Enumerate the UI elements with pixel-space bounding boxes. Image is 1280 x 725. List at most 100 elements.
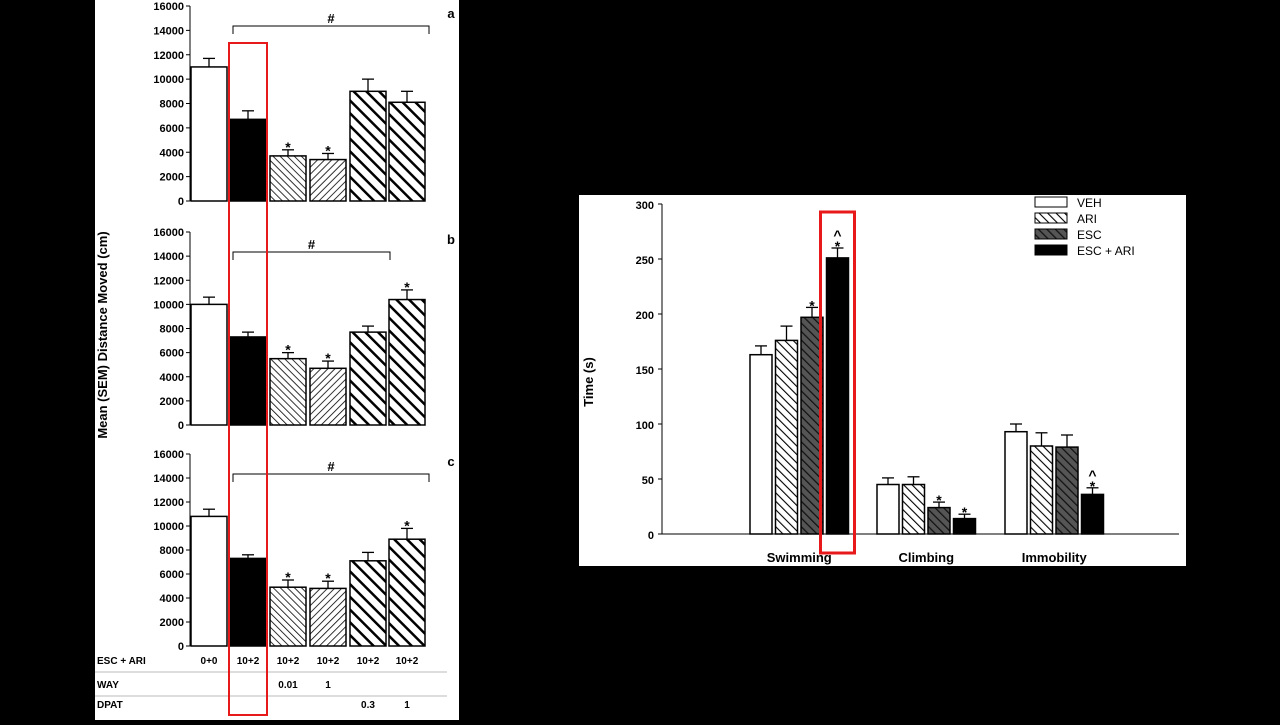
table-cell: 1 [404,700,410,711]
significance-star: * [285,569,291,585]
legend-label: ESC + ARI [1077,244,1135,258]
bar [749,353,773,535]
bar [388,298,426,426]
y-tick-label: 6000 [160,569,184,581]
category-group: * * Climbing [876,476,977,565]
caret-mark: ^ [833,227,841,243]
y-tick-label: 8000 [160,324,184,336]
bar [229,118,267,202]
legend-label: ESC [1077,228,1102,242]
panel-letter: b [447,232,455,247]
comparison-bracket [232,251,391,260]
y-tick-label: 4000 [160,147,184,159]
table-cell: 10+2 [237,656,260,667]
y-tick-label: 8000 [160,99,184,111]
y-tick-label: 2000 [160,172,184,184]
bar [349,90,387,202]
left-y-axis-label: Mean (SEM) Distance Moved (cm) [95,231,110,438]
dose-table: ESC + ARI 0+0 10+2 10+2 10+2 10+2 10+2 WAY 0.01 1… [95,656,447,711]
category-label: Climbing [898,550,954,565]
bar [190,515,228,647]
left-figure-panel: Mean (SEM) Distance Moved (cm) 0 2000 4000… [95,0,459,720]
significance-star: * [809,297,815,313]
significance-star: * [835,238,841,254]
y-tick-label: 10000 [153,521,184,533]
caret-mark: ^ [1088,467,1096,483]
y-tick-label: 14000 [153,473,184,485]
table-cell: 1 [325,680,331,691]
y-tick-label: 16000 [153,1,184,13]
significance-star: * [325,350,331,366]
bar [190,303,228,426]
significance-star: * [404,279,410,295]
y-tick-label: 16000 [153,227,184,239]
bar [269,357,307,426]
bracket-label: # [327,11,335,26]
y-tick-label: 6000 [160,348,184,360]
y-tick-label: 16000 [153,449,184,461]
bar [927,506,951,535]
bar [229,336,267,426]
category-label: Immobility [1022,550,1088,565]
y-tick-label: 150 [636,365,654,377]
table-cell: 10+2 [317,656,340,667]
category-group: *^*Swimming [749,227,850,565]
y-tick-label: 250 [636,255,654,267]
bar [876,483,900,535]
table-cell: 10+2 [357,656,380,667]
significance-star: * [285,342,291,358]
bar [901,483,926,535]
comparison-bracket [232,25,430,34]
highlight-box [819,210,856,555]
bar [190,66,228,202]
table-row-label: WAY [97,680,119,691]
significance-star: * [325,142,331,158]
bar [309,587,347,647]
bar [349,560,387,647]
y-tick-label: 12000 [153,50,184,62]
y-tick-label: 0 [178,420,184,432]
y-tick-label: 14000 [153,251,184,263]
table-cell: 0.3 [361,700,375,711]
bar [309,367,347,426]
panel-b: 0 2000 4000 6000 8000 10000 12000 14000 16000 * * *… [153,227,455,432]
table-cell: 10+2 [396,656,419,667]
table-cell: 10+2 [277,656,300,667]
y-tick-label: 10000 [153,74,184,86]
y-tick-label: 10000 [153,299,184,311]
legend-label: VEH [1077,196,1102,210]
bar [774,339,799,535]
comparison-bracket [232,473,430,482]
y-tick-label: 2000 [160,396,184,408]
distance-moved-chart: Mean (SEM) Distance Moved (cm) 0 2000 4000… [95,1,455,716]
highlight-box [228,42,268,716]
y-tick-label: 200 [636,310,654,322]
y-tick-label: 4000 [160,372,184,384]
y-tick-label: 0 [648,530,654,542]
table-cell: 0+0 [201,656,218,667]
bar [269,586,307,647]
significance-star: * [404,517,410,533]
y-tick-label: 0 [178,641,184,653]
legend-label: ARI [1077,212,1097,226]
category-group: ^* Immobility [1004,423,1105,565]
bracket-label: # [308,237,316,252]
bar [1055,446,1079,535]
significance-star: * [962,504,968,520]
panel-letter: c [447,454,454,469]
y-tick-label: 12000 [153,497,184,509]
bar [1029,445,1054,535]
panel-a: 0 2000 4000 6000 8000 10000 12000 14000 16000 * * #… [153,1,455,208]
significance-star: * [936,492,942,508]
bar [825,257,850,535]
significance-star: * [325,570,331,586]
bar [269,155,307,202]
bar [388,101,426,202]
y-tick-label: 8000 [160,545,184,557]
panel-letter: a [447,6,455,21]
bar [1080,493,1105,535]
bar [309,158,347,202]
y-tick-label: 50 [642,475,654,487]
bar [349,331,387,426]
bar [229,557,267,647]
